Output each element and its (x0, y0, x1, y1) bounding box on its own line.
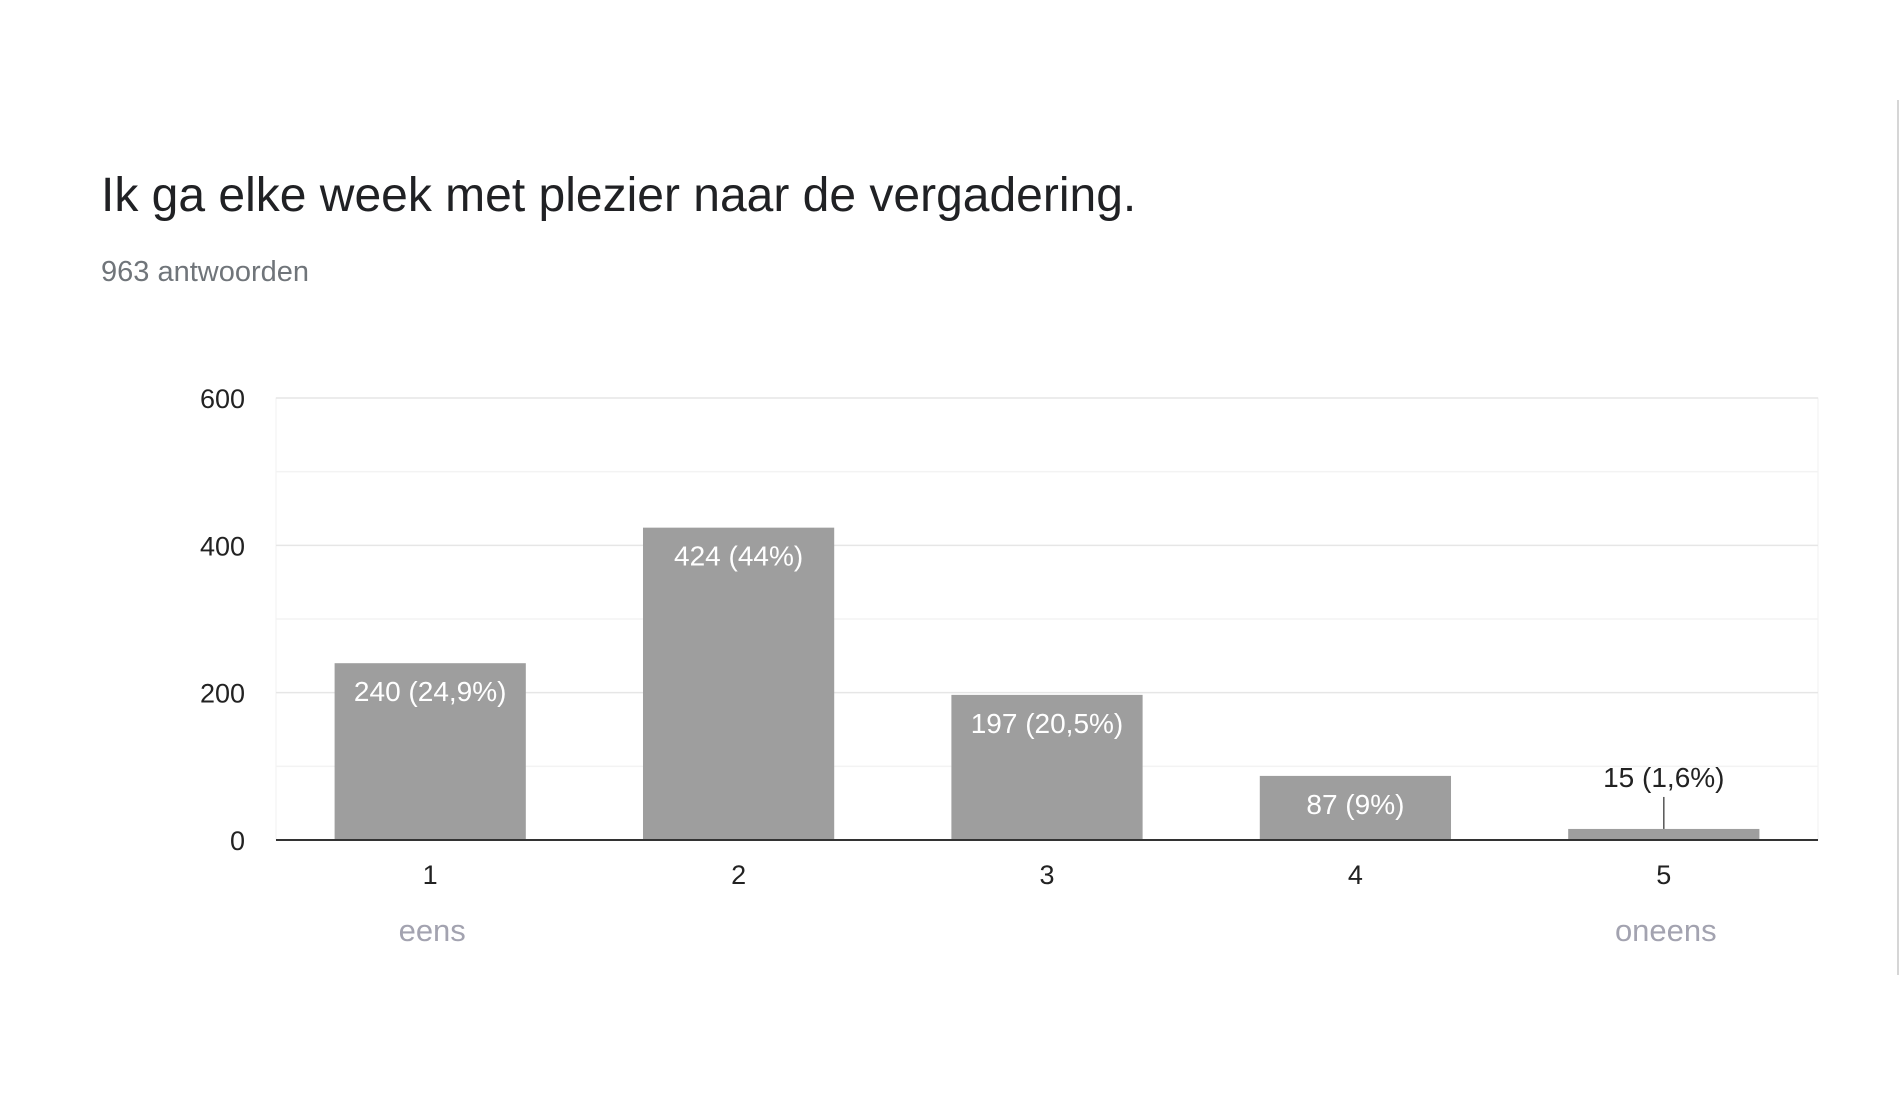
y-tick-label: 0 (230, 826, 245, 856)
scale-label-low: eens (399, 913, 466, 948)
data-label: 240 (24,9%) (354, 676, 507, 707)
bar (1568, 828, 1760, 840)
x-tick-label: 5 (1656, 860, 1671, 890)
x-tick-label: 4 (1348, 860, 1363, 890)
question-title: Ik ga elke week met plezier naar de verg… (101, 169, 1137, 222)
data-label: 87 (9%) (1306, 789, 1404, 820)
bar (951, 694, 1143, 840)
bar (642, 527, 835, 840)
bar (1259, 775, 1452, 840)
y-tick-label: 200 (200, 679, 245, 709)
data-label: 15 (1,6%) (1603, 762, 1724, 793)
x-tick-label: 2 (731, 860, 746, 890)
y-tick-label: 600 (200, 384, 245, 414)
card-border (1897, 100, 1899, 975)
y-tick-label: 400 (200, 531, 245, 561)
data-label: 197 (20,5%) (971, 708, 1124, 739)
data-label: 424 (44%) (674, 541, 803, 572)
x-tick-label: 1 (423, 860, 438, 890)
response-count: 963 antwoorden (101, 256, 309, 288)
x-tick-label: 3 (1039, 860, 1054, 890)
bar (334, 663, 526, 840)
scale-label-high: oneens (1615, 913, 1717, 948)
